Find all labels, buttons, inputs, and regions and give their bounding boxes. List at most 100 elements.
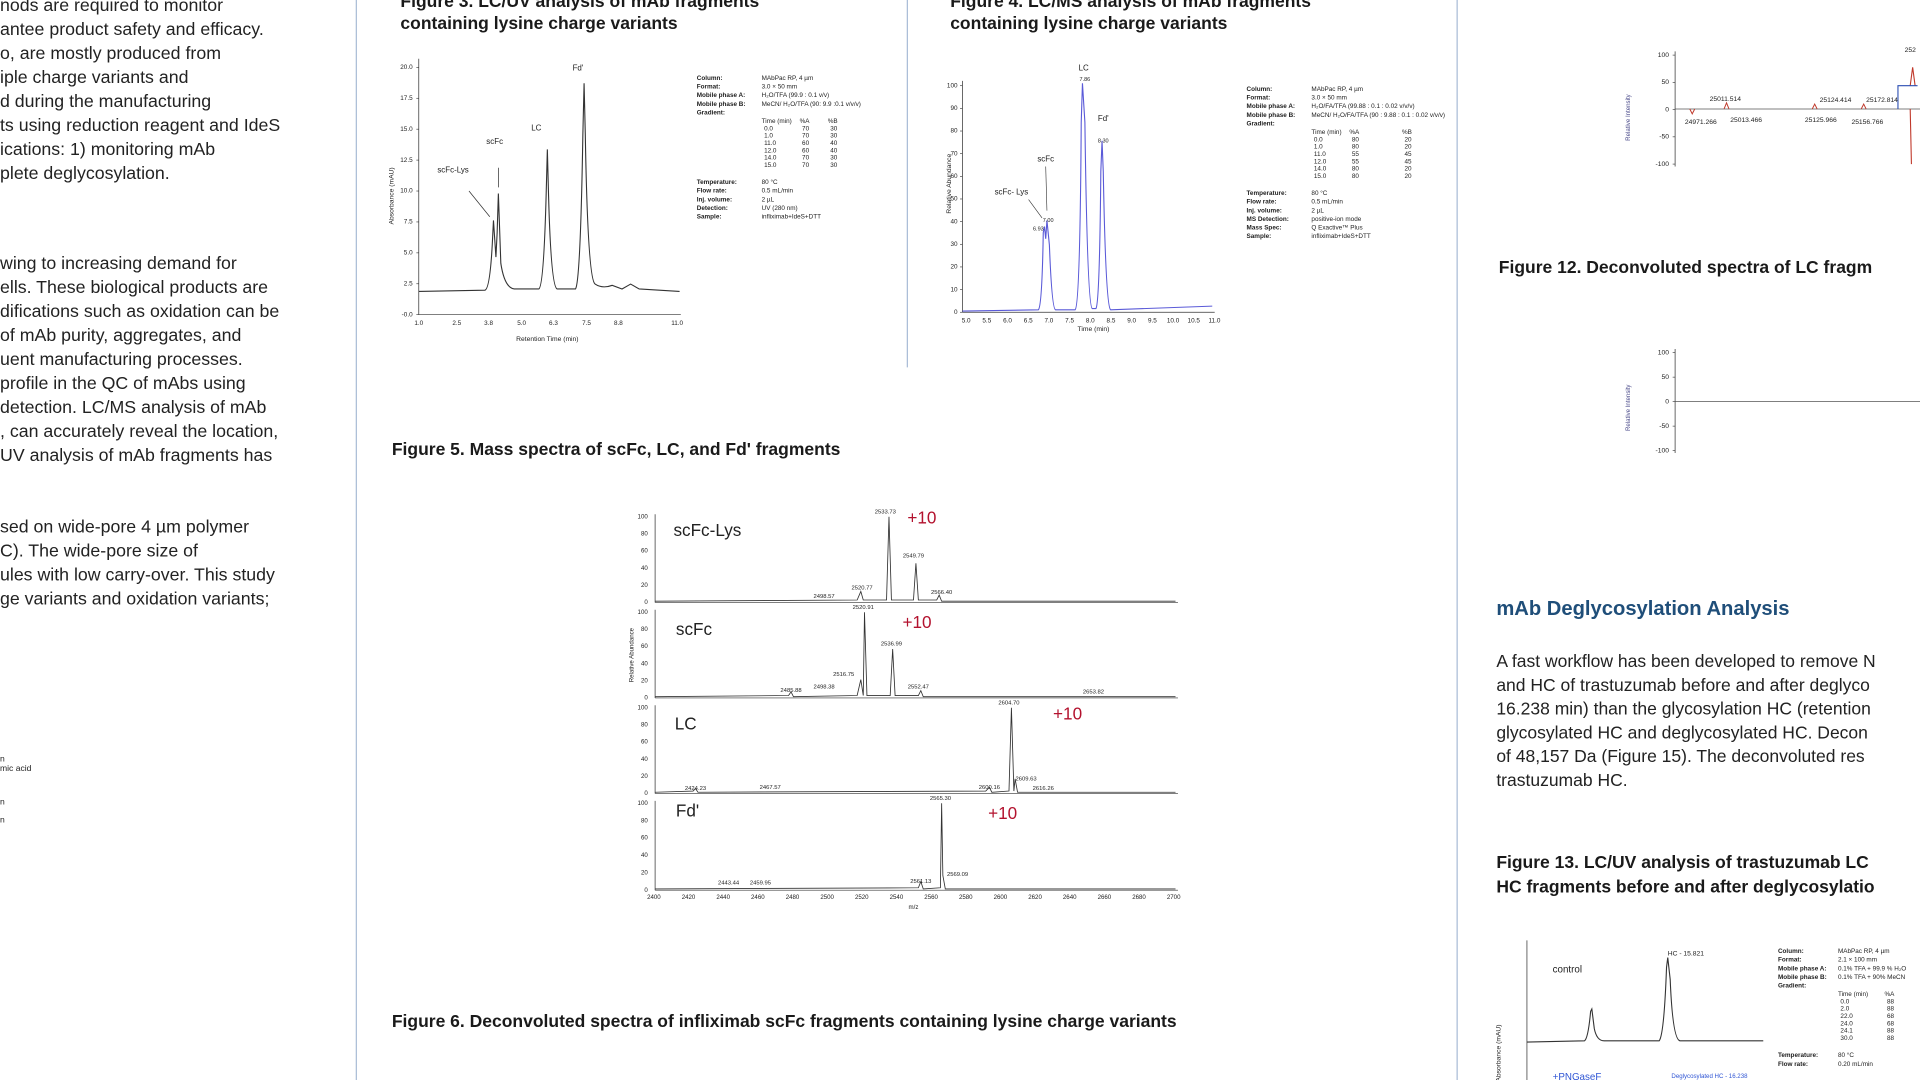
y-tick-label: 60 [641,643,648,650]
peak-label: 2536.99 [881,642,902,648]
condition-key: Sample: [1247,233,1272,240]
y-tick-label: 70 [950,150,958,157]
trace [1689,101,1867,115]
x-tick-label: 2500 [820,894,834,901]
gradient-cell: 80 [1352,144,1360,151]
axis-label: m/z [909,904,919,911]
peak-label: 2485.88 [780,688,801,694]
panel-label: LC [675,713,697,733]
y-tick-label: 0 [1665,398,1669,405]
figure-caption: Figure 3. LC/UV analysis of mAb fragment… [400,0,759,11]
condition-value: UV (280 nm) [762,205,798,212]
y-tick-label: 12.5 [400,157,413,164]
body-text: profile in the QC of mAbs using [0,373,246,393]
gradient-cell: 30 [830,162,838,169]
y-tick-label: 5.0 [404,250,413,257]
peak-label: 2549.79 [903,553,924,559]
trace [418,83,680,292]
y-tick-label: 40 [641,660,648,667]
y-tick-label: -50 [1659,134,1669,141]
condition-key: Gradient: [697,109,725,116]
figure-caption: Figure 13. LC/UV analysis of trastuzumab… [1496,852,1869,872]
condition-key: Mobile phase A: [1247,103,1296,110]
condition-key: Mobile phase A: [697,92,746,99]
trace-label: +PNGaseF [1553,1072,1602,1080]
condition-key: Mobile phase B: [697,101,746,108]
y-tick-label: 15.0 [400,126,413,133]
note: n [0,796,5,806]
condition-key: Inj. volume: [697,196,732,203]
note: n [0,815,5,825]
gradient-cell: 14.0 [1314,166,1327,173]
charge-state: +10 [1053,704,1082,724]
y-tick-label: 30 [950,241,958,248]
gradient-cell: 30 [830,125,838,132]
condition-key: Column: [697,75,723,82]
peak-label: 24971.266 [1685,119,1717,126]
peak-label: 2459.95 [750,880,772,886]
peak-label: 2609.63 [1016,776,1037,782]
trace [655,612,1176,698]
figure-caption: Figure 6. Deconvoluted spectra of inflix… [392,1011,1177,1031]
condition-key: Gradient: [1247,120,1275,127]
condition-value: 0.1% TFA + 99.9 % H₂O [1838,965,1906,972]
y-tick-label: 0 [644,790,648,797]
body-text: d during the manufacturing [0,91,211,111]
y-tick-label: 2.5 [404,280,413,287]
arrow [1028,199,1043,219]
trace-label: control [1553,964,1582,975]
condition-key: Inj. volume: [1247,207,1282,214]
condition-value: infliximab+IdeS+DTT [1311,233,1370,240]
body-text: of mAb purity, aggregates, and [0,325,241,345]
figure-caption: Figure 5. Mass spectra of scFc, LC, and … [392,439,841,459]
body-text: antee product safety and efficacy. [0,19,264,39]
peak-label: 2424.23 [685,786,706,792]
peak-label: 2498.38 [813,684,834,690]
x-tick-label: 6.0 [1003,318,1012,325]
y-tick-label: 100 [1658,52,1669,59]
peak-label: Fd' [573,64,584,73]
x-tick-label: 5.0 [517,320,526,327]
body-text: difications such as oxidation can be [0,301,279,321]
axis-label: Absorbance (mAU) [389,167,396,224]
figure-caption: Figure 12. Deconvoluted spectra of LC fr… [1499,257,1872,277]
gradient-cell: 80 [1352,166,1360,173]
x-tick-label: 1.0 [414,320,423,327]
charge-state: +10 [988,803,1017,823]
gradient-cell: 15.0 [1314,173,1327,180]
body-text: nods are required to monitor [0,0,223,15]
gradient-cell: 55 [1352,158,1360,165]
x-tick-label: 5.5 [982,318,991,325]
axis-label: Relative Abundance [628,627,635,682]
body-text: o, are mostly produced from [0,43,221,63]
peak-label: 25011.514 [1710,96,1742,103]
body-text: plete deglycosylation. [0,163,170,183]
peak-time: 7.86 [1080,77,1091,83]
x-tick-label: 2560 [924,894,938,901]
gradient-cell: 24.0 [1840,1020,1853,1027]
condition-value: MeCN/ H₂O/TFA (90: 9.9 :0.1 v/v/v) [762,101,861,108]
peak-label: 2552.47 [908,684,929,690]
x-tick-label: 2620 [1028,894,1042,901]
axis-label: Relative Abundance [946,154,953,214]
body-text: sed on wide-pore 4 µm polymer [0,516,249,536]
gradient-cell: 30 [830,155,838,162]
body-text: ells. These biological products are [0,277,268,297]
condition-value: 0.20 mL/min [1838,1061,1873,1068]
axis-label: Retention Time (min) [516,336,578,343]
body-text: detection. LC/MS analysis of mAb [0,397,266,417]
gradient-cell: 70 [802,125,810,132]
gradient-cell: 88 [1887,1035,1895,1042]
body-text: of 48,157 Da (Figure 15). The deconvolut… [1496,746,1865,766]
x-tick-label: 9.0 [1127,318,1136,325]
y-tick-label: 60 [950,173,958,180]
y-tick-label: 100 [638,800,649,807]
trace [962,83,1213,312]
peak-label: 2561.13 [910,879,931,885]
x-tick-label: 2600 [994,894,1008,901]
condition-key: Temperature: [697,179,737,186]
note: n [0,753,5,763]
figure-caption: containing lysine charge variants [950,13,1227,33]
peak-time: 8.30 [1098,138,1109,144]
